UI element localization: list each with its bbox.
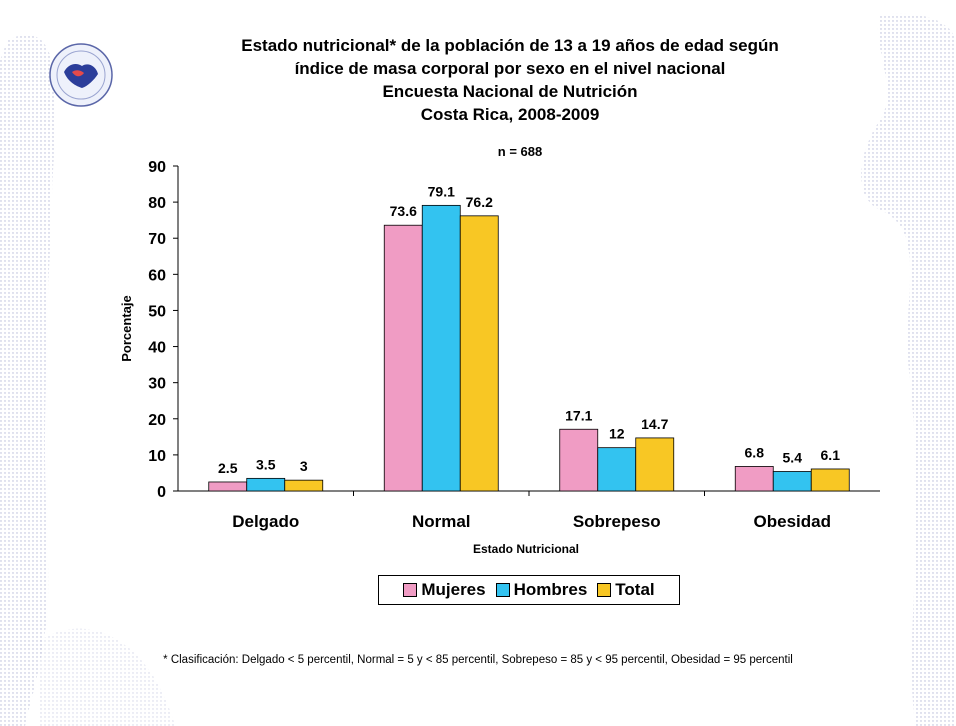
- y-tick-label: 10: [148, 448, 166, 465]
- data-label: 3.5: [256, 456, 276, 472]
- bar-total-obesidad: [810, 468, 850, 492]
- bar-mujeres-obesidad: [734, 466, 774, 492]
- data-label: 76.2: [466, 194, 493, 210]
- y-tick-label: 30: [148, 376, 166, 393]
- bar-hombres-sobrepeso: [597, 447, 637, 492]
- y-tick-label: 90: [148, 159, 166, 176]
- bar-hombres-delgado: [246, 477, 286, 492]
- x-tick-label: Sobrepeso: [573, 512, 661, 531]
- footnote: * Clasificación: Delgado < 5 percentil, …: [163, 654, 793, 666]
- x-tick-label: Normal: [412, 512, 471, 531]
- title-line: Encuesta Nacional de Nutrición: [382, 82, 638, 101]
- y-axis-label: Porcentaje: [119, 295, 134, 361]
- chart-legend: Mujeres Hombres Total: [378, 575, 680, 605]
- y-tick-label: 80: [148, 195, 166, 212]
- legend-swatch: [495, 583, 510, 597]
- legend-item-total: Total: [597, 580, 655, 600]
- bar-mujeres-delgado: [208, 481, 248, 492]
- bar-hombres-obesidad: [772, 471, 812, 492]
- y-tick-label: 20: [148, 412, 166, 429]
- legend-item-hombres: Hombres: [495, 580, 588, 600]
- bar-hombres-normal: [421, 204, 461, 492]
- legend-label: Hombres: [513, 580, 588, 599]
- y-tick-label: 0: [157, 484, 166, 501]
- x-axis-label: Estado Nutricional: [473, 542, 579, 556]
- y-tick-label: 50: [148, 303, 166, 320]
- legend-swatch: [597, 583, 612, 597]
- data-label: 12: [609, 426, 625, 442]
- chart-subtitle: n = 688: [498, 144, 542, 159]
- bar-mujeres-sobrepeso: [559, 428, 599, 492]
- bar-total-normal: [459, 215, 499, 492]
- bar-total-sobrepeso: [635, 437, 675, 492]
- title-line: Costa Rica, 2008-2009: [420, 105, 600, 124]
- data-label: 6.8: [745, 444, 765, 460]
- x-tick-label: Obesidad: [754, 512, 831, 531]
- data-label: 6.1: [821, 447, 841, 463]
- x-tick-label: Delgado: [232, 512, 299, 531]
- title-line: índice de masa corporal por sexo en el n…: [294, 59, 726, 78]
- data-label: 5.4: [783, 450, 803, 466]
- bar-mujeres-normal: [383, 224, 423, 492]
- institution-logo: [49, 43, 113, 107]
- y-tick-label: 70: [148, 231, 166, 248]
- chart-title: Estado nutricional* de la población de 1…: [160, 34, 860, 126]
- title-line: Estado nutricional* de la población de 1…: [241, 36, 779, 55]
- data-label: 3: [300, 458, 308, 474]
- y-tick-label: 40: [148, 340, 166, 357]
- legend-label: Total: [615, 580, 655, 599]
- data-label: 14.7: [641, 416, 668, 432]
- legend-item-mujeres: Mujeres: [403, 580, 486, 600]
- data-label: 17.1: [565, 407, 592, 423]
- data-label: 2.5: [218, 460, 238, 476]
- legend-swatch: [403, 583, 418, 597]
- y-tick-label: 60: [148, 267, 166, 284]
- bar-total-delgado: [284, 479, 324, 492]
- data-label: 79.1: [428, 183, 455, 199]
- legend-label: Mujeres: [421, 580, 486, 599]
- data-label: 73.6: [390, 203, 417, 219]
